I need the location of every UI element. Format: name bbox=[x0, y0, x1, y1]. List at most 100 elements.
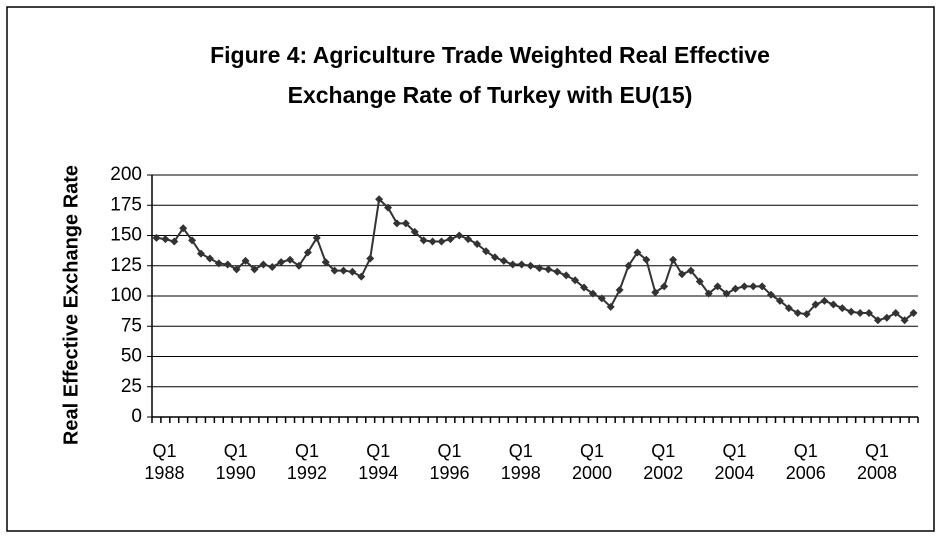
marker bbox=[437, 237, 446, 246]
marker bbox=[856, 308, 865, 317]
x-tick-label: Q1 1992 bbox=[286, 441, 327, 483]
marker bbox=[205, 254, 214, 263]
y-tick-label: 100 bbox=[110, 285, 142, 306]
marker bbox=[428, 237, 437, 246]
marker bbox=[891, 308, 900, 317]
marker bbox=[820, 296, 829, 305]
marker bbox=[214, 259, 223, 268]
marker bbox=[526, 261, 535, 270]
marker bbox=[268, 262, 277, 271]
marker bbox=[865, 308, 874, 317]
x-tick-label: Q1 1988 bbox=[144, 441, 185, 483]
marker bbox=[882, 313, 891, 322]
marker bbox=[188, 236, 197, 245]
marker bbox=[704, 289, 713, 298]
marker bbox=[740, 282, 749, 291]
marker bbox=[303, 248, 312, 257]
marker bbox=[499, 256, 508, 265]
marker bbox=[686, 266, 695, 275]
marker bbox=[419, 236, 428, 245]
marker bbox=[669, 255, 678, 264]
marker bbox=[357, 272, 366, 281]
x-tick-label: Q1 2006 bbox=[785, 441, 826, 483]
marker bbox=[722, 289, 731, 298]
y-tick-label: 150 bbox=[110, 225, 142, 246]
y-tick-label: 50 bbox=[121, 346, 142, 367]
chart-title: Figure 4: Agriculture Trade Weighted Rea… bbox=[210, 42, 770, 68]
marker bbox=[286, 255, 295, 264]
marker bbox=[784, 304, 793, 313]
marker bbox=[455, 231, 464, 240]
y-tick-label: 200 bbox=[110, 164, 142, 185]
marker bbox=[482, 247, 491, 256]
marker bbox=[793, 308, 802, 317]
marker bbox=[642, 255, 651, 264]
marker bbox=[366, 254, 375, 263]
marker bbox=[553, 267, 562, 276]
x-tick-label: Q1 1994 bbox=[358, 441, 399, 483]
marker bbox=[179, 224, 188, 233]
x-tick-label: Q1 2004 bbox=[714, 441, 755, 483]
marker bbox=[312, 233, 321, 242]
marker bbox=[250, 265, 259, 274]
marker bbox=[277, 258, 286, 267]
marker bbox=[508, 260, 517, 269]
marker bbox=[196, 249, 205, 258]
marker bbox=[330, 266, 339, 275]
marker bbox=[571, 276, 580, 285]
y-tick-label: 25 bbox=[121, 376, 142, 397]
marker bbox=[401, 219, 410, 228]
marker bbox=[900, 316, 909, 325]
y-axis-label: Real Effective Exchange Rate bbox=[60, 165, 82, 445]
x-tick-label: Q1 2000 bbox=[571, 441, 612, 483]
y-tick-label: 125 bbox=[110, 255, 142, 276]
marker bbox=[348, 267, 357, 276]
marker bbox=[223, 260, 232, 269]
marker bbox=[677, 270, 686, 279]
chart-title: Exchange Rate of Turkey with EU(15) bbox=[288, 82, 693, 108]
marker bbox=[294, 261, 303, 270]
marker bbox=[259, 260, 268, 269]
marker bbox=[392, 219, 401, 228]
x-tick-label: Q1 1990 bbox=[215, 441, 256, 483]
marker bbox=[517, 260, 526, 269]
marker bbox=[829, 300, 838, 309]
x-tick-label: Q1 2008 bbox=[856, 441, 898, 483]
marker bbox=[767, 290, 776, 299]
marker bbox=[232, 265, 241, 274]
marker bbox=[660, 282, 669, 291]
x-tick-label: Q1 2002 bbox=[643, 441, 684, 483]
marker bbox=[651, 288, 660, 297]
marker bbox=[633, 248, 642, 257]
marker bbox=[161, 235, 170, 244]
x-tick-label: Q1 1998 bbox=[500, 441, 541, 483]
marker bbox=[535, 264, 544, 273]
chart-border bbox=[6, 6, 935, 532]
marker bbox=[241, 256, 250, 265]
marker bbox=[838, 304, 847, 313]
marker bbox=[579, 283, 588, 292]
marker bbox=[321, 258, 330, 267]
marker bbox=[873, 316, 882, 325]
marker bbox=[758, 282, 767, 291]
marker bbox=[588, 289, 597, 298]
marker bbox=[695, 277, 704, 286]
y-tick-label: 0 bbox=[131, 406, 142, 427]
y-tick-label: 75 bbox=[121, 315, 142, 336]
y-tick-label: 175 bbox=[110, 194, 142, 215]
marker bbox=[152, 233, 161, 242]
marker bbox=[339, 266, 348, 275]
marker bbox=[490, 253, 499, 262]
marker bbox=[775, 296, 784, 305]
marker bbox=[713, 282, 722, 291]
marker bbox=[597, 294, 606, 303]
marker bbox=[464, 235, 473, 244]
marker bbox=[811, 300, 820, 309]
marker bbox=[615, 285, 624, 294]
marker bbox=[606, 302, 615, 311]
marker bbox=[749, 282, 758, 291]
marker bbox=[802, 310, 811, 319]
marker bbox=[544, 265, 553, 274]
